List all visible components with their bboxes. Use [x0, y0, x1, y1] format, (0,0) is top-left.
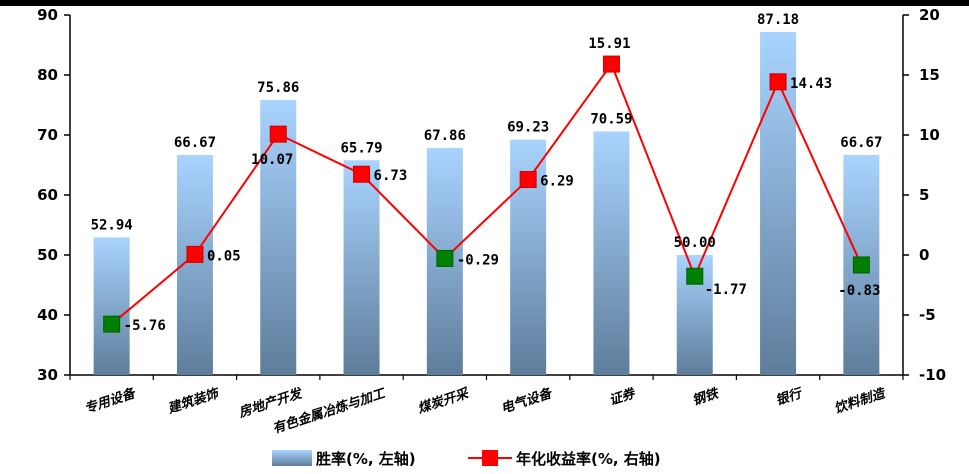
- bar-value-label: 65.79: [340, 140, 382, 156]
- right-tick-label: 5: [919, 186, 929, 204]
- right-tick-label: -10: [919, 366, 946, 384]
- line-value-label: -5.76: [124, 318, 166, 334]
- line-marker: [186, 245, 204, 263]
- category-label: 证券: [607, 385, 639, 409]
- line-value-label: 6.29: [540, 174, 574, 190]
- category-label: 电气设备: [499, 385, 555, 417]
- line-marker: [686, 267, 704, 285]
- return-line: [111, 62, 863, 325]
- line-marker: [353, 165, 371, 183]
- line-value-label: 10.07: [251, 152, 293, 168]
- category-label: 专用设备: [82, 385, 138, 417]
- bar-value-label: 69.23: [507, 120, 549, 136]
- data-labels: 52.94 66.67 75.86 65.79 67.86 69.23 70.59 50.00…: [91, 12, 883, 334]
- category-label: 煤炭开采: [416, 385, 472, 417]
- legend-label-return: 年化收益率(%, 右轴): [516, 450, 661, 468]
- bar-value-label: 50.00: [674, 235, 716, 251]
- legend-label-winrate: 胜率(%, 左轴): [316, 450, 416, 468]
- legend-swatch-bar: [272, 450, 312, 466]
- bar-value-label: 52.94: [91, 217, 133, 233]
- category-label: 建筑装饰: [165, 385, 222, 417]
- bar: [93, 237, 130, 375]
- line-marker: [436, 249, 454, 267]
- line-marker: [602, 55, 620, 73]
- line-value-label: -1.77: [705, 282, 747, 298]
- line-marker: [852, 256, 870, 274]
- line-marker: [103, 315, 121, 333]
- left-tick-label: 30: [37, 366, 58, 384]
- line-marker: [769, 73, 787, 91]
- category-label: 钢铁: [690, 385, 722, 409]
- top-border: [0, 0, 969, 6]
- line-value-label: -0.29: [457, 252, 499, 268]
- bar-value-label: 66.67: [174, 135, 216, 151]
- line-value-label: 0.05: [207, 248, 241, 264]
- left-tick-label: 80: [37, 66, 58, 84]
- line-marker: [269, 125, 287, 143]
- right-tick-label: 15: [919, 66, 940, 84]
- bar: [593, 131, 630, 375]
- bar-value-label: 87.18: [757, 12, 799, 28]
- line-marker: [519, 171, 537, 189]
- bar: [260, 99, 297, 375]
- category-label: 银行: [774, 385, 806, 409]
- legend: 胜率(%, 左轴) 年化收益率(%, 右轴): [272, 450, 661, 468]
- left-tick-label: 70: [37, 126, 58, 144]
- left-tick-label: 90: [37, 6, 58, 24]
- right-tick-label: 0: [919, 246, 929, 264]
- left-tick-label: 50: [37, 246, 58, 264]
- legend-swatch-marker: [482, 450, 498, 466]
- bar-value-label: 67.86: [424, 128, 466, 144]
- line-value-label: 6.73: [374, 168, 408, 184]
- bar: [343, 160, 380, 375]
- line-value-label: 14.43: [790, 76, 832, 92]
- line-value-label: 15.91: [588, 36, 630, 52]
- line-series: [103, 55, 870, 333]
- bar-value-label: 75.86: [257, 80, 299, 96]
- category-label: 饮料制造: [832, 385, 888, 417]
- axes: 30 40 50 60 70 80 90 -10 -5 0 5 10 15 20: [37, 6, 946, 384]
- right-tick-label: -5: [919, 306, 936, 324]
- line-value-label: -0.83: [838, 283, 880, 299]
- left-tick-label: 40: [37, 306, 58, 324]
- bars: [93, 31, 880, 375]
- right-tick-label: 20: [919, 6, 940, 24]
- left-tick-label: 60: [37, 186, 58, 204]
- right-tick-label: 10: [919, 126, 940, 144]
- bar-value-label: 70.59: [590, 111, 632, 127]
- bar-value-label: 66.67: [840, 135, 882, 151]
